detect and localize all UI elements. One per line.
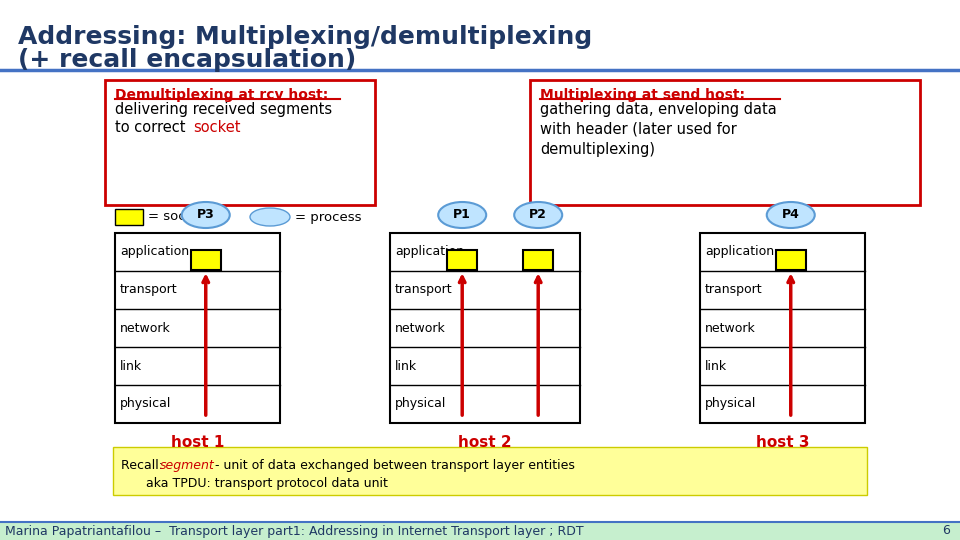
FancyBboxPatch shape <box>113 447 867 495</box>
FancyBboxPatch shape <box>115 233 280 423</box>
Ellipse shape <box>515 202 563 228</box>
Text: Marina Papatriantafilou –  Transport layer part1: Addressing in Internet Transpo: Marina Papatriantafilou – Transport laye… <box>5 524 584 537</box>
Ellipse shape <box>767 202 815 228</box>
Text: gathering data, enveloping data
with header (later used for
demultiplexing): gathering data, enveloping data with hea… <box>540 102 777 157</box>
Text: network: network <box>120 321 171 334</box>
FancyBboxPatch shape <box>191 251 221 271</box>
Text: physical: physical <box>120 397 172 410</box>
FancyBboxPatch shape <box>530 80 920 205</box>
FancyBboxPatch shape <box>115 209 143 225</box>
FancyBboxPatch shape <box>700 233 865 423</box>
Text: transport: transport <box>395 284 452 296</box>
Text: network: network <box>705 321 756 334</box>
Text: network: network <box>395 321 445 334</box>
Ellipse shape <box>250 208 290 226</box>
Text: = process: = process <box>295 211 362 224</box>
Text: transport: transport <box>705 284 762 296</box>
Ellipse shape <box>438 202 486 228</box>
Text: - unit of data exchanged between transport layer entities: - unit of data exchanged between transpo… <box>211 459 575 472</box>
Text: Addressing: Multiplexing/demultiplexing: Addressing: Multiplexing/demultiplexing <box>18 25 592 49</box>
Text: application: application <box>120 246 189 259</box>
Text: aka TPDU: transport protocol data unit: aka TPDU: transport protocol data unit <box>146 477 388 490</box>
Text: application: application <box>705 246 774 259</box>
Text: P4: P4 <box>781 208 800 221</box>
FancyBboxPatch shape <box>0 522 960 540</box>
Ellipse shape <box>181 202 229 228</box>
FancyBboxPatch shape <box>390 233 580 423</box>
Text: host 2: host 2 <box>458 435 512 450</box>
FancyBboxPatch shape <box>776 251 805 271</box>
Text: link: link <box>120 360 142 373</box>
Text: link: link <box>705 360 727 373</box>
Text: socket: socket <box>193 120 241 135</box>
Text: segment: segment <box>160 459 215 472</box>
Text: Recall:: Recall: <box>121 459 167 472</box>
Text: delivering received segments: delivering received segments <box>115 102 332 117</box>
Text: physical: physical <box>705 397 756 410</box>
FancyBboxPatch shape <box>447 251 477 271</box>
Text: 6: 6 <box>942 524 950 537</box>
Text: to correct: to correct <box>115 120 190 135</box>
Text: link: link <box>395 360 418 373</box>
Text: host 3: host 3 <box>756 435 809 450</box>
Text: P2: P2 <box>529 208 547 221</box>
FancyBboxPatch shape <box>523 251 553 271</box>
Text: Demultiplexing at rcv host:: Demultiplexing at rcv host: <box>115 88 328 102</box>
Text: transport: transport <box>120 284 178 296</box>
Text: P3: P3 <box>197 208 215 221</box>
Text: application: application <box>395 246 464 259</box>
Text: physical: physical <box>395 397 446 410</box>
Text: = socket: = socket <box>148 211 206 224</box>
FancyBboxPatch shape <box>105 80 375 205</box>
Text: host 1: host 1 <box>171 435 225 450</box>
Text: P1: P1 <box>453 208 471 221</box>
Text: Multiplexing at send host:: Multiplexing at send host: <box>540 88 745 102</box>
Text: (+ recall encapsulation): (+ recall encapsulation) <box>18 48 356 72</box>
